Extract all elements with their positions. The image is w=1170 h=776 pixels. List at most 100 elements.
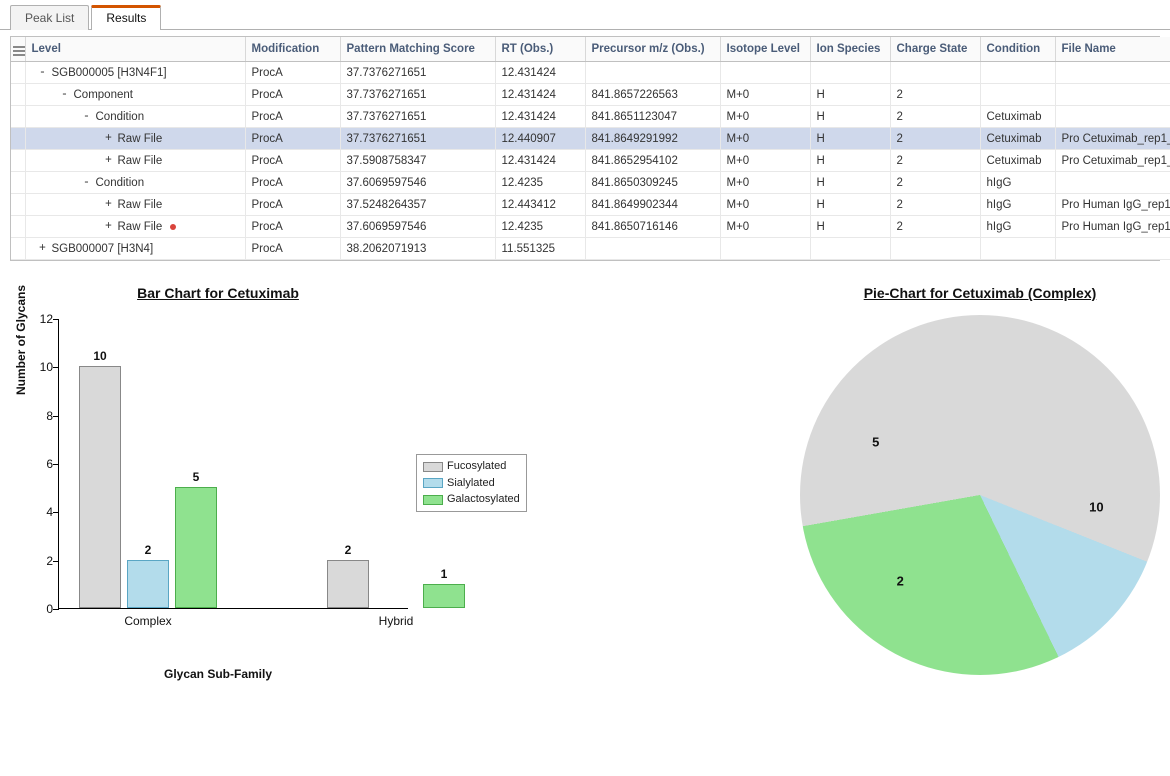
cell-rt: 12.431424 [495, 62, 585, 84]
cell-charge: 2 [890, 216, 980, 238]
expand-icon[interactable]: + [104, 132, 114, 145]
cell-charge: 2 [890, 128, 980, 150]
cell-isotope: M+0 [720, 150, 810, 172]
cell-ion: H [810, 216, 890, 238]
cell-modification: ProcA [245, 62, 340, 84]
chart-legend: FucosylatedSialylatedGalactosylated [416, 454, 527, 512]
column-header-level[interactable]: Level [25, 37, 245, 62]
table-row[interactable]: -SGB000005 [H3N4F1]ProcA37.737627165112.… [11, 62, 1170, 84]
cell-modification: ProcA [245, 238, 340, 260]
cell-level[interactable]: +Raw File [25, 150, 245, 172]
cell-level[interactable]: -Condition [25, 106, 245, 128]
cell-level[interactable]: -Component [25, 84, 245, 106]
cell-charge: 2 [890, 106, 980, 128]
table-row[interactable]: +Raw FileProcA37.737627165112.440907841.… [11, 128, 1170, 150]
cell-filename [1055, 84, 1170, 106]
cell-level[interactable]: -Condition [25, 172, 245, 194]
cell-isotope: M+0 [720, 172, 810, 194]
bar-ytick: 12 [31, 312, 53, 326]
column-header-ion[interactable]: Ion Species [810, 37, 890, 62]
legend-item: Fucosylated [423, 458, 520, 475]
table-row[interactable]: -ConditionProcA37.606959754612.4235841.8… [11, 172, 1170, 194]
cell-filename [1055, 238, 1170, 260]
grid-menu-button[interactable] [11, 37, 25, 62]
bar-complex-galactosylated: 5 [175, 487, 217, 608]
collapse-icon[interactable]: - [82, 176, 92, 189]
bar-complex-fucosylated: 10 [79, 366, 121, 608]
collapse-icon[interactable]: - [82, 110, 92, 123]
bar-ytick: 2 [31, 554, 53, 568]
cell-condition: hIgG [980, 172, 1055, 194]
results-grid: LevelModificationPattern Matching ScoreR… [10, 36, 1160, 261]
row-label: Component [74, 89, 133, 101]
cell-rt: 12.431424 [495, 150, 585, 172]
cell-level[interactable]: +SGB000007 [H3N4] [25, 238, 245, 260]
column-header-isotope[interactable]: Isotope Level [720, 37, 810, 62]
cell-precursor: 841.8650309245 [585, 172, 720, 194]
cell-level[interactable]: +Raw File [25, 216, 245, 238]
legend-item: Sialylated [423, 475, 520, 492]
cell-modification: ProcA [245, 194, 340, 216]
column-header-charge[interactable]: Charge State [890, 37, 980, 62]
table-row[interactable]: -ComponentProcA37.737627165112.431424841… [11, 84, 1170, 106]
collapse-icon[interactable]: - [38, 66, 48, 79]
cell-level[interactable]: +Raw File [25, 128, 245, 150]
cell-precursor: 841.8657226563 [585, 84, 720, 106]
pie-graphic [800, 315, 1160, 675]
column-header-pattern[interactable]: Pattern Matching Score [340, 37, 495, 62]
cell-filename: Pro Cetuximab_rep1_inj1-opt_03.raw [1055, 128, 1170, 150]
row-label: Condition [96, 177, 145, 189]
table-row[interactable]: +Raw FileProcA37.524826435712.443412841.… [11, 194, 1170, 216]
column-header-rt[interactable]: RT (Obs.) [495, 37, 585, 62]
expand-icon[interactable]: + [104, 220, 114, 233]
cell-pattern: 37.7376271651 [340, 62, 495, 84]
cell-pattern: 37.5248264357 [340, 194, 495, 216]
cell-rt: 12.431424 [495, 84, 585, 106]
cell-precursor: 841.8651123047 [585, 106, 720, 128]
expand-icon[interactable]: + [104, 198, 114, 211]
row-label: Raw File [118, 199, 163, 211]
column-header-filename[interactable]: File Name [1055, 37, 1170, 62]
bar-chart-xlabel: Glycan Sub-Family [164, 667, 272, 681]
table-row[interactable]: +SGB000007 [H3N4]ProcA38.206207191311.55… [11, 238, 1170, 260]
cell-condition [980, 238, 1055, 260]
cell-isotope: M+0 [720, 84, 810, 106]
cell-precursor [585, 238, 720, 260]
tab-peak-list[interactable]: Peak List [10, 5, 89, 30]
bar-chart-ylabel: Number of Glycans [10, 285, 28, 395]
bar-category-label: Hybrid [379, 614, 414, 628]
table-row[interactable]: +Raw FileProcA37.590875834712.431424841.… [11, 150, 1170, 172]
cell-filename: Pro Human IgG_rep1_inj2-opt_13.raw [1055, 216, 1170, 238]
cell-modification: ProcA [245, 150, 340, 172]
expand-icon[interactable]: + [104, 154, 114, 167]
cell-rt: 11.551325 [495, 238, 585, 260]
collapse-icon[interactable]: - [60, 88, 70, 101]
cell-modification: ProcA [245, 216, 340, 238]
legend-label: Sialylated [447, 475, 495, 492]
expand-icon[interactable]: + [38, 242, 48, 255]
column-header-condition[interactable]: Condition [980, 37, 1055, 62]
column-header-modification[interactable]: Modification [245, 37, 340, 62]
cell-pattern: 37.5908758347 [340, 150, 495, 172]
hamburger-icon [13, 45, 25, 57]
cell-level[interactable]: + Raw File [25, 194, 245, 216]
cell-isotope [720, 62, 810, 84]
tab-results[interactable]: Results [91, 5, 161, 30]
cell-pattern: 37.6069597546 [340, 216, 495, 238]
cell-charge: 2 [890, 194, 980, 216]
table-row[interactable]: +Raw FileProcA37.606959754612.4235841.86… [11, 216, 1170, 238]
legend-item: Galactosylated [423, 491, 520, 508]
cell-ion: H [810, 84, 890, 106]
table-row[interactable]: -ConditionProcA37.737627165112.431424841… [11, 106, 1170, 128]
pie-slice-label: 2 [897, 573, 904, 588]
bar-complex-sialylated: 2 [127, 560, 169, 608]
legend-label: Galactosylated [447, 491, 520, 508]
bar-category-label: Complex [124, 614, 171, 628]
cell-precursor: 841.8652954102 [585, 150, 720, 172]
cell-ion: H [810, 172, 890, 194]
bar-ytick: 6 [31, 457, 53, 471]
column-header-precursor[interactable]: Precursor m/z (Obs.) [585, 37, 720, 62]
cell-rt: 12.431424 [495, 106, 585, 128]
bar-hybrid-galactosylated: 1 [423, 584, 465, 608]
cell-level[interactable]: -SGB000005 [H3N4F1] [25, 62, 245, 84]
